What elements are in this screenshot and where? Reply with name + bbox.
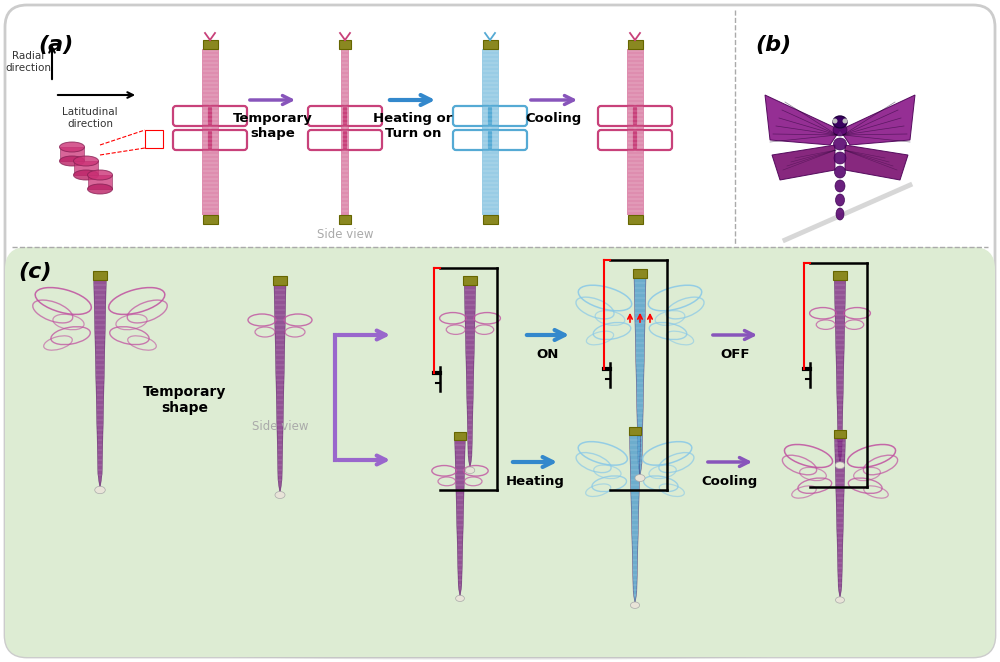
Ellipse shape bbox=[832, 118, 838, 124]
Polygon shape bbox=[629, 435, 641, 605]
Bar bbox=[88, 175, 112, 189]
Bar bbox=[339, 40, 351, 49]
Ellipse shape bbox=[88, 184, 112, 194]
Bar bbox=[482, 215, 498, 224]
Ellipse shape bbox=[833, 116, 847, 128]
Text: Heating: Heating bbox=[506, 475, 564, 488]
Text: (c): (c) bbox=[18, 262, 52, 282]
Ellipse shape bbox=[842, 118, 848, 124]
Text: Temporary
shape: Temporary shape bbox=[143, 385, 227, 415]
Bar bbox=[628, 40, 642, 49]
Bar bbox=[482, 40, 498, 49]
Ellipse shape bbox=[834, 152, 846, 164]
Text: Temporary
shape: Temporary shape bbox=[233, 112, 313, 140]
Ellipse shape bbox=[635, 475, 645, 481]
Text: OFF: OFF bbox=[720, 348, 750, 361]
Text: ON: ON bbox=[537, 348, 559, 361]
Bar bbox=[273, 276, 287, 285]
FancyBboxPatch shape bbox=[5, 5, 995, 657]
Ellipse shape bbox=[60, 142, 84, 152]
Polygon shape bbox=[772, 145, 835, 180]
Polygon shape bbox=[845, 145, 908, 180]
Bar bbox=[629, 427, 641, 435]
Bar bbox=[454, 432, 466, 440]
Ellipse shape bbox=[60, 156, 84, 166]
Bar bbox=[628, 215, 642, 224]
Bar bbox=[93, 271, 107, 280]
Polygon shape bbox=[840, 95, 915, 145]
Ellipse shape bbox=[834, 138, 846, 150]
Ellipse shape bbox=[630, 602, 640, 608]
Bar bbox=[633, 269, 647, 278]
Bar bbox=[833, 271, 847, 280]
Polygon shape bbox=[765, 95, 840, 145]
Bar bbox=[202, 215, 218, 224]
Text: Cooling: Cooling bbox=[702, 475, 758, 488]
Ellipse shape bbox=[456, 595, 464, 602]
Polygon shape bbox=[464, 285, 476, 470]
Ellipse shape bbox=[834, 166, 846, 178]
Bar bbox=[202, 49, 218, 215]
Polygon shape bbox=[835, 438, 845, 600]
Text: Cooling: Cooling bbox=[526, 112, 582, 125]
Text: Side view: Side view bbox=[252, 420, 308, 433]
Text: Side view: Side view bbox=[317, 228, 373, 241]
Polygon shape bbox=[634, 278, 646, 478]
Ellipse shape bbox=[125, 640, 875, 660]
Polygon shape bbox=[274, 285, 286, 495]
Text: Latitudinal
direction: Latitudinal direction bbox=[62, 107, 118, 128]
Ellipse shape bbox=[88, 170, 112, 180]
Ellipse shape bbox=[833, 124, 847, 136]
Bar bbox=[60, 147, 84, 161]
Ellipse shape bbox=[835, 462, 845, 469]
Bar bbox=[463, 277, 477, 285]
Ellipse shape bbox=[74, 156, 98, 166]
Bar bbox=[145, 130, 163, 148]
Bar bbox=[202, 40, 218, 49]
Polygon shape bbox=[94, 280, 106, 490]
Bar bbox=[834, 430, 846, 438]
Ellipse shape bbox=[835, 180, 845, 192]
Text: Radial
direction: Radial direction bbox=[5, 51, 51, 73]
Polygon shape bbox=[455, 440, 465, 598]
Bar bbox=[482, 49, 498, 215]
Ellipse shape bbox=[95, 487, 105, 494]
Text: (a): (a) bbox=[38, 35, 73, 55]
Ellipse shape bbox=[275, 491, 285, 498]
Polygon shape bbox=[834, 280, 846, 465]
Ellipse shape bbox=[465, 467, 475, 473]
Ellipse shape bbox=[836, 194, 844, 206]
Ellipse shape bbox=[836, 208, 844, 220]
FancyBboxPatch shape bbox=[5, 247, 995, 657]
Text: (b): (b) bbox=[755, 35, 791, 55]
Bar bbox=[341, 49, 349, 215]
Ellipse shape bbox=[74, 170, 98, 180]
Ellipse shape bbox=[836, 597, 844, 603]
Bar bbox=[626, 49, 644, 215]
Bar bbox=[74, 161, 98, 175]
Bar bbox=[339, 215, 351, 224]
Text: Heating or
Turn on: Heating or Turn on bbox=[373, 112, 453, 140]
